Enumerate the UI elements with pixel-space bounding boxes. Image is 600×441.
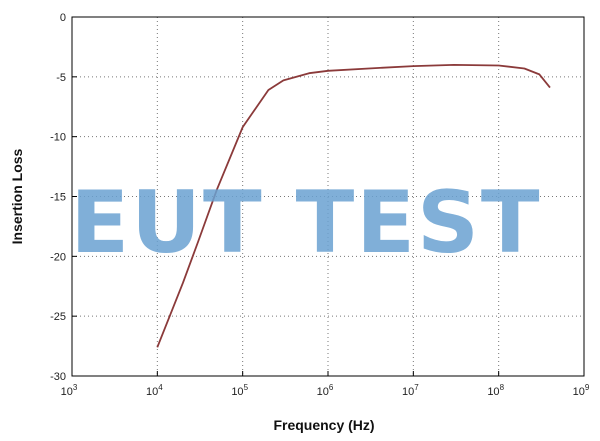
y-tick-label: 0 xyxy=(60,12,66,24)
x-tick-label: 106 xyxy=(317,383,334,398)
x-tick-label: 104 xyxy=(146,383,163,398)
y-axis-title: Insertion Loss xyxy=(9,148,25,244)
grid xyxy=(72,17,584,376)
x-tick-label: 108 xyxy=(487,383,504,398)
watermark-text: EUT TEST xyxy=(70,173,541,273)
x-tick-label: 107 xyxy=(402,383,419,398)
y-tick-label: -15 xyxy=(50,192,66,204)
y-tick-label: -10 xyxy=(50,132,66,144)
y-tick-label: -20 xyxy=(50,251,66,263)
y-tick-label: -5 xyxy=(56,72,66,84)
y-tick-label: -30 xyxy=(50,371,66,383)
y-tick-label: -25 xyxy=(50,311,66,323)
series-layer xyxy=(156,64,551,348)
x-tick-label: 105 xyxy=(231,383,248,398)
x-tick-label: 109 xyxy=(573,383,590,398)
y-axis-ticks: 0 -5 -10 -15 -20 -25 -30 xyxy=(50,12,77,383)
series-line xyxy=(156,64,551,348)
x-axis-title: Frequency (Hz) xyxy=(273,417,374,433)
x-axis-ticks: 103 104 105 106 107 108 109 xyxy=(61,371,590,398)
x-tick-label: 103 xyxy=(61,383,78,398)
